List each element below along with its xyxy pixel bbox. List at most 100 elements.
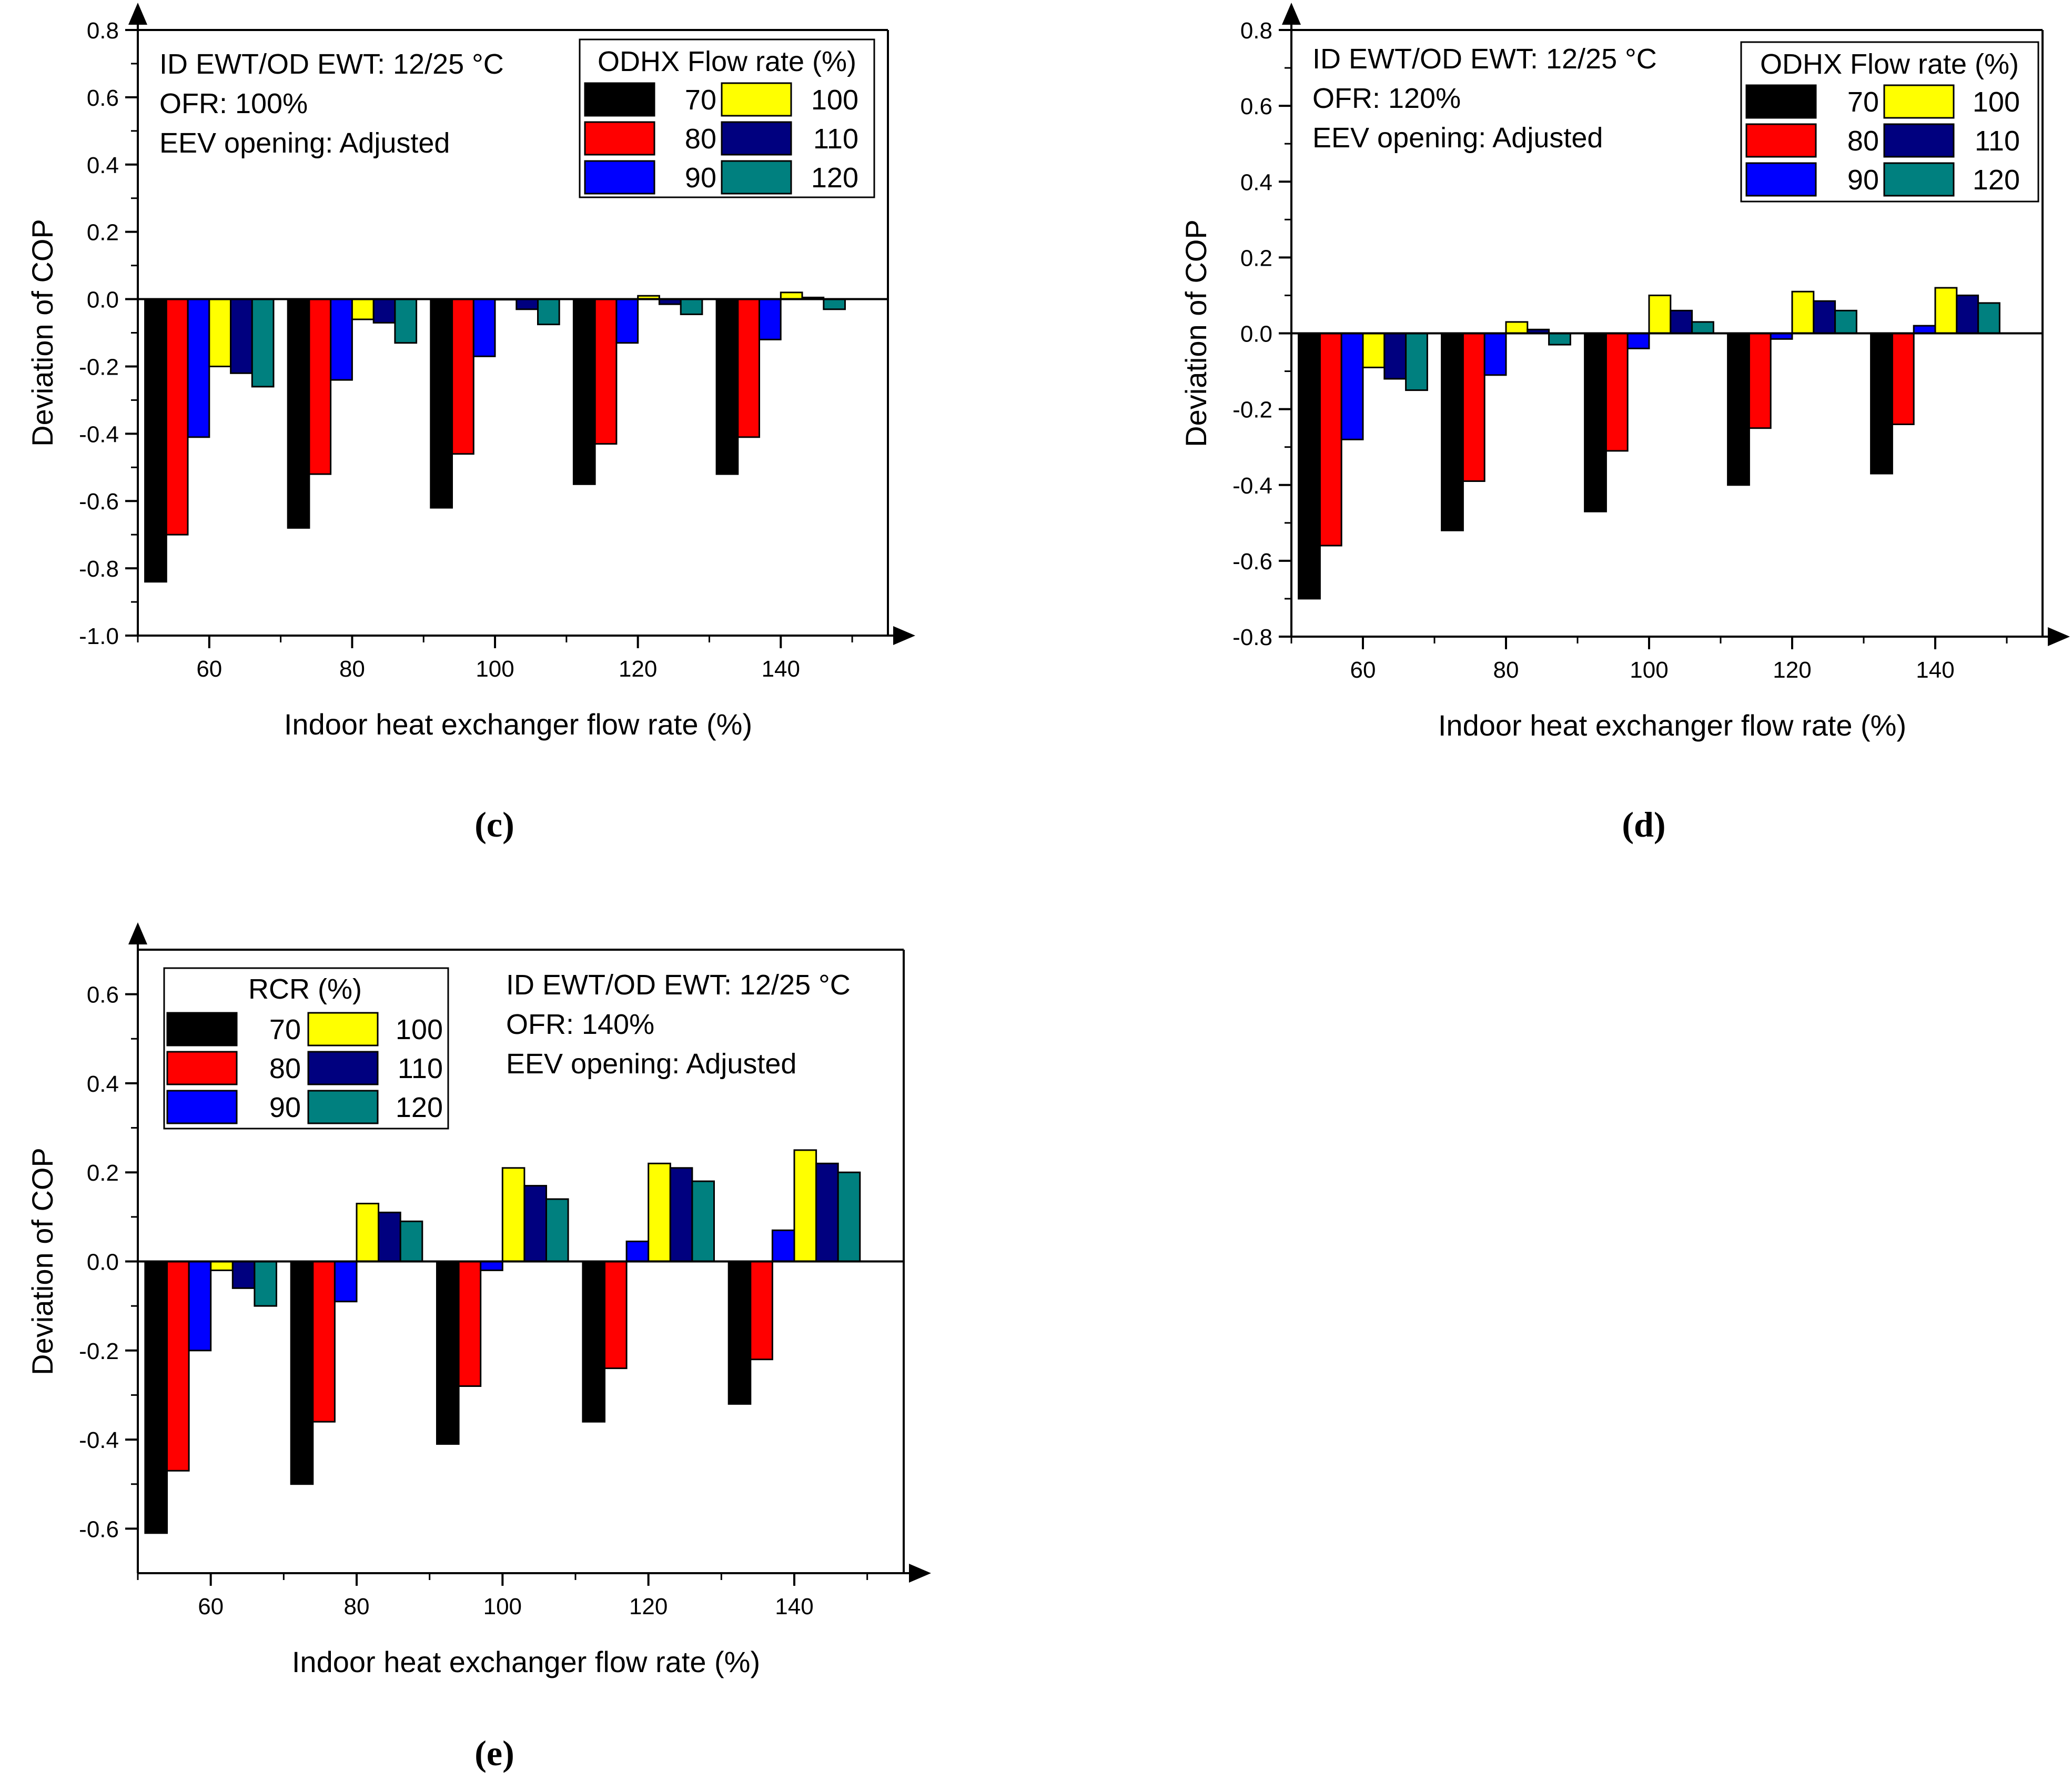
bar-c-s90-x60 [187,298,210,438]
x-tick-label: 80 [339,656,365,682]
condition-note: OFR: 140% [506,1009,654,1040]
bar-d-s120-x80 [1548,333,1571,346]
bar-d-s120-x100 [1691,321,1714,335]
legend-swatch-120 [307,1090,379,1124]
legend-title: ODHX Flow rate (%) [1760,48,2019,80]
legend-swatch-70 [1745,84,1817,119]
bar-c-s80-x140 [737,298,761,438]
x-tick-label: 140 [775,1594,813,1619]
x-tick-label: 60 [198,1594,224,1619]
bar-e-s100-x80 [356,1203,380,1262]
x-tick-label: 100 [1630,657,1668,683]
legend-label-110: 110 [813,123,858,155]
bar-e-s90-x140 [771,1229,795,1263]
bar-d-s90-x60 [1340,333,1364,440]
bar-c-s90-x80 [330,298,353,381]
y-tick-label: -0.4 [1232,473,1272,499]
y-tick-label: 0.8 [1240,18,1272,44]
y-tick-label: -0.8 [1232,625,1272,650]
bar-e-s70-x120 [582,1261,606,1423]
x-tick-label: 140 [1916,657,1954,683]
y-tick-label: 0.4 [1240,169,1272,195]
bar-d-s80-x120 [1748,333,1772,429]
bar-d-s100-x140 [1934,287,1958,334]
bar-d-s110-x100 [1670,309,1693,334]
bar-d-s70-x60 [1298,333,1321,600]
y-tick-label: 0.2 [87,1160,119,1186]
x-tick-label: 80 [1493,657,1519,683]
legend-label-90: 90 [1847,164,1879,196]
legend-label-80: 80 [269,1053,301,1084]
bar-e-s90-x100 [480,1261,503,1271]
legend-label-80: 80 [685,123,716,155]
caption-paren: ( [474,804,487,844]
bar-d-s90-x80 [1483,333,1507,376]
bar-c-s80-x80 [308,298,332,475]
x-axis-arrow-icon [893,626,915,645]
bar-c-s110-x60 [230,298,253,374]
bar-e-s90-x80 [333,1261,358,1303]
legend-label-120: 120 [1973,164,2020,196]
x-tick-label: 60 [1350,657,1376,683]
bar-c-s100-x60 [208,298,231,367]
bar-e-s80-x80 [312,1261,336,1423]
bar-e-s120-x120 [691,1180,715,1263]
legend: ODHX Flow rate (%) 70 80 90 100 110 120 [579,38,875,198]
bar-e-s110-x60 [231,1261,256,1289]
x-axis-title: Indoor heat exchanger flow rate (%) [284,708,752,741]
caption-letter: c [487,804,502,844]
legend-label-70: 70 [1847,86,1879,118]
bar-d-s70-x120 [1727,333,1750,486]
y-tick-label: 0.0 [1240,321,1272,347]
bar-d-s120-x120 [1834,309,1857,334]
bar-d-s70-x80 [1441,333,1464,531]
bar-c-s80-x120 [594,298,618,445]
bar-c-s120-x100 [537,298,560,326]
condition-note: ID EWT/OD EWT: 12/25 °C [506,969,851,1001]
bar-e-s100-x60 [210,1261,234,1271]
legend-title: ODHX Flow rate (%) [598,46,856,77]
bar-e-s120-x60 [254,1261,277,1307]
y-tick-label: 0.0 [87,287,119,313]
y-tick-label: 0.6 [87,982,119,1008]
x-tick-label: 120 [1773,657,1811,683]
legend-swatch-100 [721,82,792,117]
bar-c-s120-x60 [251,298,275,388]
bar-c-s120-x140 [823,298,846,310]
legend-swatch-100 [307,1012,379,1047]
x-tick-label: 60 [196,656,222,682]
legend-label-110: 110 [398,1053,443,1084]
y-tick-label: 0.8 [87,18,119,44]
condition-note: ID EWT/OD EWT: 12/25 °C [159,48,504,80]
condition-note: EEV opening: Adjusted [506,1048,796,1080]
condition-note: OFR: 120% [1312,83,1461,114]
bar-e-s70-x140 [727,1261,752,1405]
bar-c-s70-x60 [144,298,167,583]
bar-e-s120-x140 [837,1171,861,1262]
bar-c-s120-x120 [680,298,703,315]
bar-e-s120-x100 [545,1198,569,1262]
bar-d-s110-x140 [1956,294,1979,335]
y-tick-label: 0.2 [87,220,119,246]
chart-panel-d: -0.8 -0.6 -0.4 -0.2 0.0 0.2 0.4 0.6 0.8 60 80 100 12… [1179,3,2070,844]
legend-label-100: 100 [396,1014,443,1045]
caption-paren: ) [502,804,514,844]
legend-swatch-90 [584,160,655,195]
legend-swatch-110 [307,1051,379,1085]
bar-e-s80-x140 [750,1261,773,1361]
y-tick-label: -0.2 [1232,397,1272,423]
caption-letter: e [487,1733,502,1773]
bar-d-s100-x120 [1791,290,1815,335]
bar-c-s70-x100 [430,298,453,509]
bar-c-s110-x100 [516,298,539,310]
x-tick-label: 80 [344,1594,370,1619]
legend-label-70: 70 [269,1014,301,1045]
y-tick-label: 0.2 [1240,245,1272,271]
x-tick-label: 120 [619,656,657,682]
y-tick-label: 0.6 [87,85,119,111]
bar-e-s110-x100 [523,1185,548,1263]
bar-c-s70-x120 [572,298,596,485]
bar-c-s80-x60 [165,298,189,536]
y-tick-label: -0.6 [79,489,119,515]
